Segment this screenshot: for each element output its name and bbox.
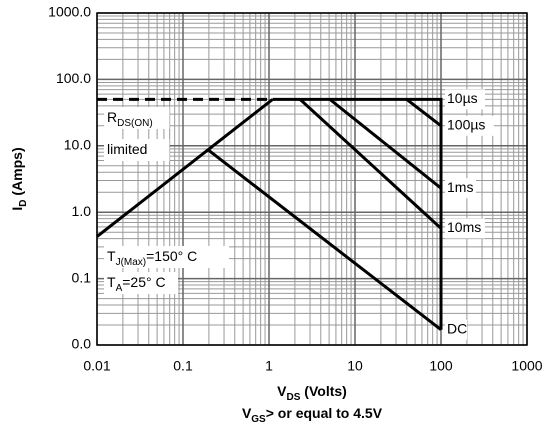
soa-line: [328, 98, 442, 190]
y-tick-label: 1000.0: [48, 4, 91, 20]
x-tick-label: 10: [347, 358, 363, 374]
soa-line: [299, 98, 443, 230]
y-tick-label: 1.0: [72, 203, 92, 219]
y-axis-label-rest: (Amps): [9, 147, 25, 199]
x-tick-label: 1000: [511, 358, 542, 374]
x-tick-label: 0.1: [173, 358, 193, 374]
annotation-bg: [104, 139, 170, 161]
annotation-rest: =25° C: [122, 274, 165, 290]
annotation-bg: [104, 272, 178, 294]
soa-line: [207, 149, 442, 331]
annotation-sub: J(Max): [116, 257, 147, 268]
annotation: TJ(Max)=150° C: [107, 248, 197, 268]
annotation-main: limited: [107, 141, 147, 157]
annotation: RDS(ON): [107, 109, 153, 129]
label-bg: [445, 218, 485, 239]
y-axis-label-sub: D: [18, 200, 29, 207]
subtitle: VGS> or equal to 4.5V: [242, 405, 383, 423]
soa-line: [272, 97, 443, 330]
annotation-bg: [104, 246, 229, 268]
series-label: 10µs: [447, 90, 478, 106]
y-axis-label: ID (Amps): [9, 147, 29, 210]
annotation-main: R: [107, 109, 117, 125]
annotation-main: T: [107, 274, 116, 290]
series-label: 10ms: [447, 219, 481, 235]
series-label: DC: [447, 320, 467, 336]
annotation: limited: [107, 141, 147, 157]
plot-frame: [96, 12, 528, 346]
soa-line: [96, 98, 274, 238]
annotation-rest: =150° C: [146, 248, 197, 264]
y-tick-label: 0.1: [72, 269, 92, 285]
label-bg: [445, 115, 494, 136]
label-bg: [445, 89, 485, 110]
x-axis-label: VDS (Volts): [277, 383, 347, 403]
y-tick-label: 10.0: [64, 137, 91, 153]
subtitle-rest: > or equal to 4.5V: [266, 405, 383, 421]
y-tick-label: 100.0: [56, 70, 91, 86]
x-tick-label: 100: [429, 358, 453, 374]
label-bg: [445, 319, 467, 340]
x-tick-label: 0.01: [83, 358, 110, 374]
x-axis-label-main: V: [277, 383, 287, 399]
annotation-main: T: [107, 248, 116, 264]
x-tick-label: 1: [265, 358, 273, 374]
x-axis-label-sub: DS: [287, 392, 301, 403]
y-axis-label-main: I: [9, 207, 25, 211]
x-axis-label-rest: (Volts): [300, 383, 346, 399]
series-label: 100µs: [447, 117, 485, 133]
subtitle-main: V: [242, 405, 252, 421]
label-bg: [445, 178, 476, 199]
annotation-sub: DS(ON): [117, 118, 153, 129]
y-tick-label: 0.0: [72, 336, 92, 352]
series-label: 1ms: [447, 179, 473, 195]
annotation: TA=25° C: [107, 274, 166, 294]
annotation-sub: A: [116, 283, 123, 294]
subtitle-sub: GS: [251, 414, 266, 423]
soa-line: [405, 98, 442, 127]
annotation-bg: [104, 107, 170, 129]
